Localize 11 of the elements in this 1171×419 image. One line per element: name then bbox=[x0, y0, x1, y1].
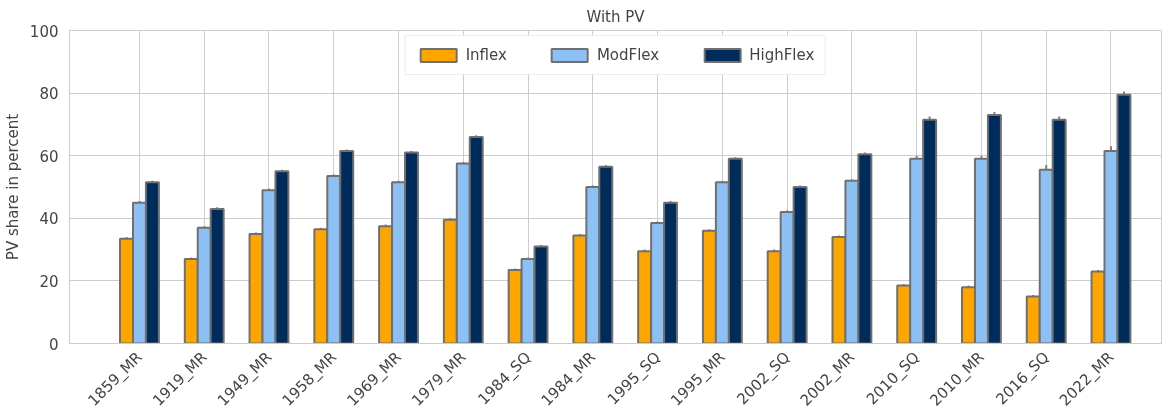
y-axis-title: PV share in percent bbox=[3, 113, 22, 261]
y-tick-label: 100 bbox=[29, 22, 59, 41]
legend-label: ModFlex bbox=[596, 46, 660, 64]
legend-label: Inflex bbox=[465, 46, 507, 64]
legend-label: HighFlex bbox=[749, 46, 815, 64]
y-tick-label: 20 bbox=[39, 272, 59, 291]
y-tick-label: 80 bbox=[39, 85, 59, 104]
y-tick-label: 0 bbox=[48, 335, 59, 354]
y-tick-label: 40 bbox=[39, 210, 59, 229]
chart-title: With PV bbox=[586, 7, 646, 26]
y-tick-label: 60 bbox=[39, 147, 59, 166]
